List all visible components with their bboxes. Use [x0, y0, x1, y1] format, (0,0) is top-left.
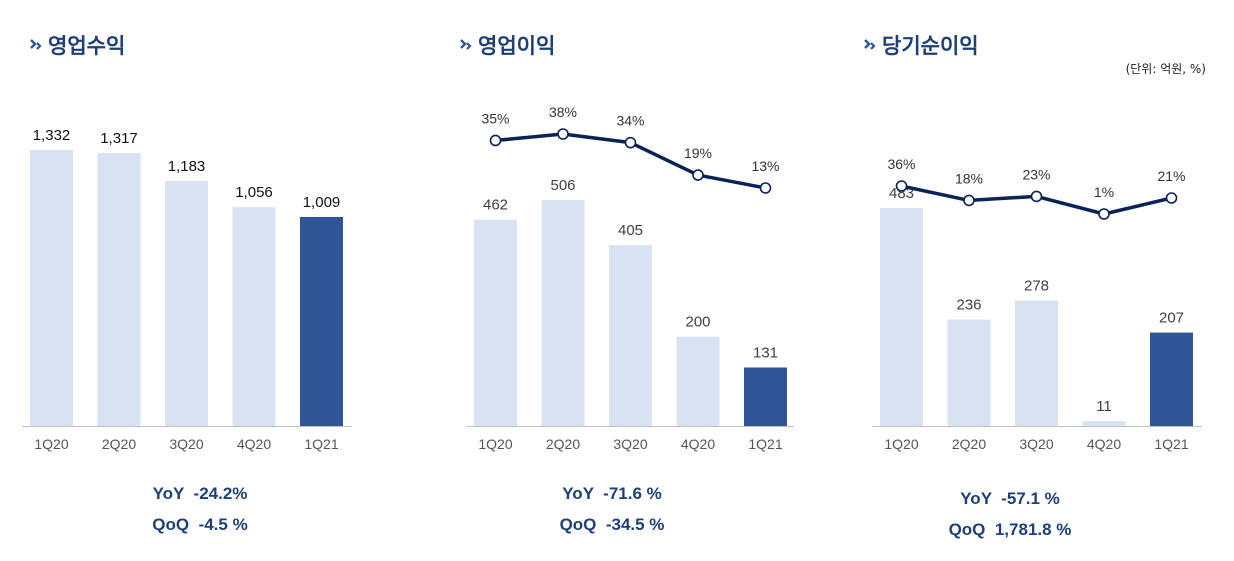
value-label: 11 [1096, 398, 1112, 415]
x-tick-label: 3Q20 [169, 436, 203, 452]
line-point [1165, 192, 1178, 204]
value-label: 506 [550, 177, 575, 194]
bar [541, 200, 585, 426]
line-point [963, 194, 975, 207]
x-tick-label: 4Q20 [1087, 436, 1121, 452]
stats-block: YoY -24.2% QoQ -4.5 % [70, 478, 330, 540]
point-label: 35% [481, 110, 509, 126]
x-tick-label: 1Q21 [304, 436, 338, 452]
value-label: 1,332 [33, 127, 71, 144]
value-label: 405 [618, 222, 643, 239]
x-tick-label: 1Q21 [1154, 436, 1188, 452]
x-tick-label: 1Q20 [478, 436, 512, 452]
double-chevron-icon [460, 39, 472, 50]
panel-title: 영업수익 [28, 30, 125, 60]
bar [300, 216, 343, 426]
line-point [489, 134, 502, 147]
x-tick-label: 1Q20 [34, 436, 68, 452]
point-label: 23% [1022, 166, 1050, 182]
operating-profit-panel: 영업이익 462 1Q20 506 2Q20 405 3Q20 200 4Q20 131 1Q21… [430, 0, 830, 561]
value-label: 1,009 [303, 194, 341, 211]
x-tick-label: 2Q20 [546, 436, 580, 452]
bar [97, 153, 141, 427]
line-point [692, 169, 704, 181]
panel-title-text: 영업이익 [478, 34, 556, 58]
x-tick-label: 4Q20 [237, 436, 271, 452]
stats-block: YoY -71.6 % QoQ -34.5 % [482, 478, 742, 540]
yoy-stat: YoY -71.6 % [562, 484, 662, 503]
value-label: 1,317 [100, 130, 138, 147]
net-income-panel: 당기순이익 (단위: 억원, %) 483 1Q20 236 2Q20 278 3Q20 1… [850, 0, 1234, 561]
bar [744, 367, 787, 426]
bar [232, 207, 276, 426]
panel-title-text: 영업수익 [48, 34, 126, 58]
point-label: 36% [887, 156, 915, 172]
value-label: 462 [483, 197, 508, 214]
point-label: 13% [751, 158, 779, 174]
bar [1082, 421, 1126, 426]
bar [947, 319, 991, 426]
value-label: 1,183 [168, 158, 206, 175]
line-point [557, 128, 569, 140]
x-tick-label: 1Q21 [748, 436, 782, 452]
point-label: 18% [955, 170, 983, 186]
stats-block: YoY -57.1 % QoQ 1,781.8 % [880, 483, 1140, 545]
bar [30, 150, 73, 426]
value-label: 207 [1159, 310, 1184, 327]
bar [880, 208, 923, 426]
point-label: 19% [684, 145, 712, 161]
point-label: 1% [1094, 184, 1114, 200]
panel-title: 영업이익 [458, 30, 555, 60]
bar [1015, 300, 1058, 426]
x-tick-label: 1Q20 [884, 436, 918, 452]
operating-profit-chart: 462 1Q20 506 2Q20 405 3Q20 200 4Q20 131 1Q21 35% 38… [466, 104, 794, 452]
value-label: 200 [685, 314, 710, 331]
qoq-stat: QoQ -4.5 % [152, 515, 248, 534]
line-point [1098, 208, 1110, 220]
bar [1150, 332, 1193, 426]
operating-revenue-panel: 영업수익 1,332 1Q20 1,317 2Q20 1,183 3Q20 1,056 4Q2… [0, 0, 400, 561]
yoy-stat: YoY -24.2% [152, 484, 248, 503]
line-point [1030, 190, 1043, 203]
value-label: 131 [753, 344, 778, 361]
value-label: 236 [956, 296, 981, 313]
bar [474, 219, 517, 426]
x-tick-label: 3Q20 [613, 436, 647, 452]
value-label: 483 [889, 185, 914, 202]
bar [165, 180, 208, 426]
double-chevron-icon [864, 39, 876, 50]
value-label: 1,056 [235, 184, 273, 201]
line-point [624, 136, 637, 149]
point-label: 34% [616, 113, 644, 129]
bar [676, 336, 720, 426]
yoy-stat: YoY -57.1 % [960, 489, 1060, 508]
x-tick-label: 2Q20 [952, 436, 986, 452]
bar [609, 245, 652, 426]
x-tick-label: 3Q20 [1019, 436, 1053, 452]
panel-title: 당기순이익 [862, 30, 979, 60]
value-label: 278 [1024, 278, 1049, 295]
net-income-chart: 483 1Q20 236 2Q20 278 3Q20 11 4Q20 207 1Q21 36% 18%… [872, 156, 1202, 452]
line-point [895, 180, 908, 192]
point-label: 38% [549, 104, 577, 120]
line-point [759, 182, 772, 194]
point-label: 21% [1157, 168, 1185, 184]
panel-title-text: 당기순이익 [882, 34, 979, 58]
qoq-stat: QoQ 1,781.8 % [948, 520, 1072, 539]
operating-revenue-chart: 1,332 1Q20 1,317 2Q20 1,183 3Q20 1,056 4Q20 1,00… [22, 127, 352, 452]
x-tick-label: 4Q20 [681, 436, 715, 452]
x-tick-label: 2Q20 [102, 436, 136, 452]
double-chevron-icon [30, 39, 42, 50]
qoq-stat: QoQ -34.5 % [559, 515, 665, 534]
unit-label: (단위: 억원, %) [1125, 62, 1206, 76]
